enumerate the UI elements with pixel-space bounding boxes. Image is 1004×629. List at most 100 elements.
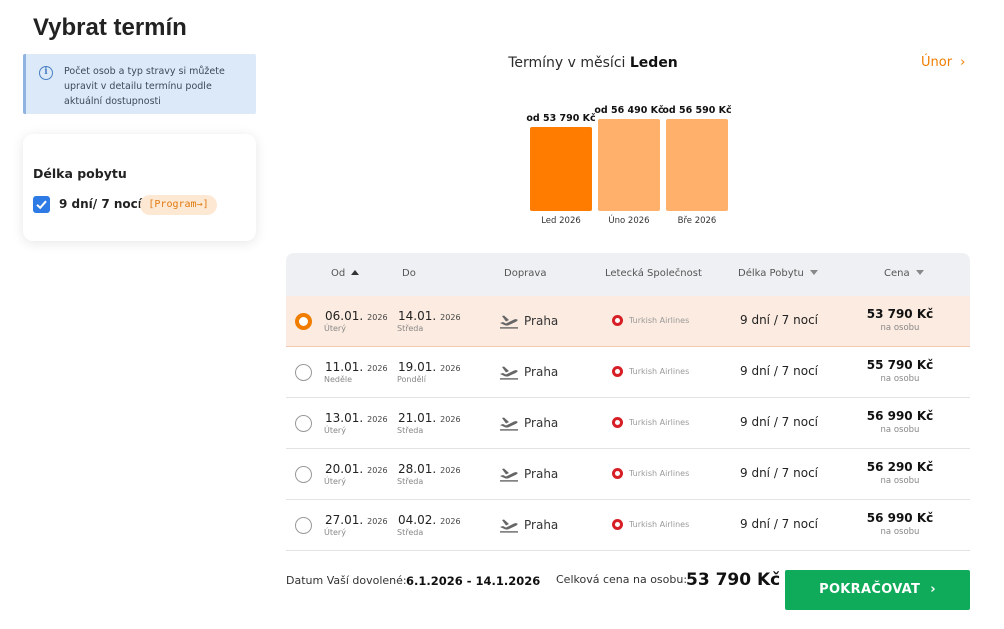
chart-category-label: Úno 2026 <box>608 216 650 226</box>
total-price-label: Celková cena na osobu: <box>556 573 688 586</box>
airline-name: Turkish Airlines <box>629 316 690 325</box>
to-weekday: Středa <box>397 426 424 435</box>
from-date-value: 13.01. <box>325 411 364 425</box>
next-month-label: Únor <box>921 55 953 70</box>
row-price: 55 790 Kč <box>866 358 934 372</box>
departure-plane-icon <box>500 417 518 431</box>
from-weekday: Úterý <box>324 426 346 435</box>
price-per-person: na osobu <box>880 476 920 486</box>
transport-city: Praha <box>524 365 559 379</box>
from-date-value: 06.01. <box>325 309 364 323</box>
to-date: 14.01. 2026 <box>398 309 461 323</box>
to-weekday: Pondělí <box>397 375 426 384</box>
table-row[interactable]: 13.01. 2026 Úterý 21.01. 2026 Středa Praha Turk… <box>286 398 970 449</box>
chart-bar-price: od 56 590 Kč <box>662 105 732 116</box>
program-link[interactable]: [Program→] <box>140 195 217 215</box>
row-radio[interactable] <box>295 364 312 381</box>
stay-length: 9 dní / 7 nocí <box>740 517 819 531</box>
check-icon <box>36 200 47 210</box>
current-month: Leden <box>629 55 678 71</box>
price-per-person: na osobu <box>880 374 920 384</box>
to-date-value: 19.01. <box>398 360 437 374</box>
price-per-person: na osobu <box>880 425 920 435</box>
info-icon: i <box>39 66 53 80</box>
chart-category-label: Bře 2026 <box>677 216 717 226</box>
from-year: 2026 <box>367 517 388 526</box>
row-price: 56 990 Kč <box>866 409 934 423</box>
header-price[interactable]: Cena <box>884 268 924 279</box>
chart-bar-column[interactable]: od 56 590 Kč Bře 2026 <box>662 95 731 230</box>
continue-label: POKRAČOVAT <box>819 582 921 597</box>
header-from[interactable]: Od <box>331 268 360 279</box>
table-row[interactable]: 06.01. 2026 Úterý 14.01. 2026 Středa Praha Turk… <box>286 296 970 347</box>
page-title: Vybrat termín <box>33 14 187 41</box>
header-transport: Doprava <box>504 268 547 279</box>
to-date: 04.02. 2026 <box>398 513 461 527</box>
stay-length-option-label[interactable]: 9 dní/ 7 nocí <box>59 197 142 211</box>
from-date-value: 20.01. <box>325 462 364 476</box>
table-header: Od Do Doprava Letecká Společnost Délka P… <box>286 253 970 296</box>
chart-bar[interactable] <box>598 119 660 211</box>
row-radio[interactable] <box>295 415 312 432</box>
departure-plane-icon <box>500 468 518 482</box>
row-price: 56 290 Kč <box>866 460 934 474</box>
row-radio[interactable] <box>295 313 312 330</box>
from-weekday: Úterý <box>324 528 346 537</box>
chevron-right-icon: › <box>960 55 966 70</box>
vacation-dates-label: Datum Vaší dovolené: <box>286 574 407 587</box>
chart-bar-column[interactable]: od 53 790 Kč Led 2026 <box>526 95 595 230</box>
row-radio[interactable] <box>295 517 312 534</box>
to-date: 19.01. 2026 <box>398 360 461 374</box>
continue-button[interactable]: POKRAČOVAT › <box>785 570 970 610</box>
table-row[interactable]: 20.01. 2026 Úterý 28.01. 2026 Středa Praha Turk… <box>286 449 970 500</box>
header-stay[interactable]: Délka Pobytu <box>738 268 818 279</box>
to-date-value: 04.02. <box>398 513 437 527</box>
row-radio[interactable] <box>295 466 312 483</box>
table-row[interactable]: 11.01. 2026 Neděle 19.01. 2026 Pondělí Praha Tu… <box>286 347 970 398</box>
price-per-person: na osobu <box>880 323 920 333</box>
turkish-airlines-logo-icon <box>612 468 623 479</box>
transport-city: Praha <box>524 518 559 532</box>
from-date-value: 11.01. <box>325 360 364 374</box>
to-date: 28.01. 2026 <box>398 462 461 476</box>
chart-bar-price: od 56 490 Kč <box>594 105 664 116</box>
to-year: 2026 <box>440 415 461 424</box>
dates-table: Od Do Doprava Letecká Společnost Délka P… <box>286 253 970 551</box>
turkish-airlines-logo-icon <box>612 315 623 326</box>
stay-length: 9 dní / 7 nocí <box>740 313 819 327</box>
to-weekday: Středa <box>397 528 424 537</box>
chart-bar[interactable] <box>666 119 728 211</box>
stay-length-checkbox[interactable] <box>33 196 50 213</box>
departure-plane-icon <box>500 366 518 380</box>
transport-city: Praha <box>524 467 559 481</box>
transport-city: Praha <box>524 416 559 430</box>
table-row[interactable]: 27.01. 2026 Úterý 04.02. 2026 Středa Praha Turk… <box>286 500 970 551</box>
chart-bar[interactable] <box>530 127 592 211</box>
month-price-chart: od 53 790 Kč Led 2026 od 56 490 Kč Úno 2026… <box>526 95 731 230</box>
vacation-dates-value: 6.1.2026 - 14.1.2026 <box>406 574 541 588</box>
from-date-value: 27.01. <box>325 513 364 527</box>
sort-up-icon <box>351 270 360 275</box>
from-year: 2026 <box>367 364 388 373</box>
header-to: Do <box>402 268 416 279</box>
from-weekday: Neděle <box>324 375 353 384</box>
departure-plane-icon <box>500 315 518 329</box>
chart-bar-column[interactable]: od 56 490 Kč Úno 2026 <box>594 95 663 230</box>
to-year: 2026 <box>440 313 461 322</box>
airline-name: Turkish Airlines <box>629 469 690 478</box>
info-text: Počet osob a typ stravy si můžete upravi… <box>64 66 225 107</box>
row-price: 56 990 Kč <box>866 511 934 525</box>
from-weekday: Úterý <box>324 324 346 333</box>
total-price-value: 53 790 Kč <box>686 570 781 590</box>
stay-length: 9 dní / 7 nocí <box>740 466 819 480</box>
from-date: 20.01. 2026 <box>325 462 388 476</box>
stay-length: 9 dní / 7 nocí <box>740 415 819 429</box>
stay-length: 9 dní / 7 nocí <box>740 364 819 378</box>
row-price: 53 790 Kč <box>866 307 934 321</box>
turkish-airlines-logo-icon <box>612 519 623 530</box>
from-date: 06.01. 2026 <box>325 309 388 323</box>
to-year: 2026 <box>440 517 461 526</box>
month-title: Termíny v měsíci Leden <box>430 55 756 71</box>
from-year: 2026 <box>367 415 388 424</box>
next-month-button[interactable]: Únor › <box>921 55 965 70</box>
